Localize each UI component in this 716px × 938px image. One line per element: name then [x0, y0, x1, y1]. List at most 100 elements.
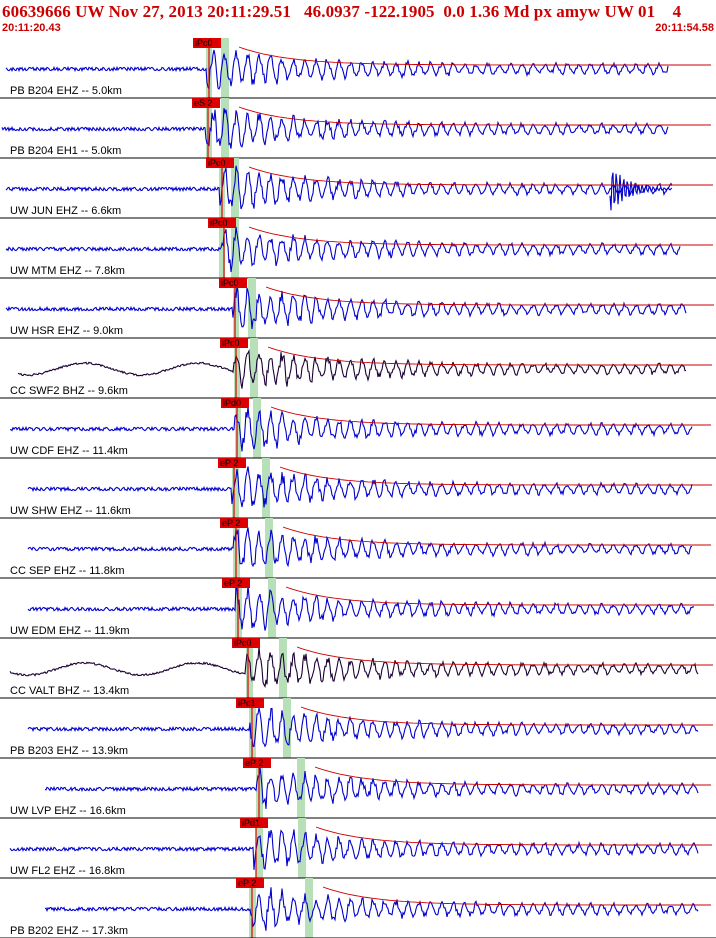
window-band	[219, 218, 225, 278]
pick-label: iPc0	[234, 638, 252, 648]
channel-label: UW LVP EHZ -- 16.6km	[10, 805, 126, 817]
channel-label: UW EDM EHZ -- 11.9km	[10, 625, 130, 637]
window-band	[246, 638, 253, 698]
channel-label: PB B202 EHZ -- 17.3km	[10, 925, 128, 937]
waveform-trace	[1, 108, 669, 149]
trace-row: iPc0 UW HSR EHZ -- 9.0km	[0, 278, 716, 339]
pick-label-box	[193, 38, 221, 48]
trace-row: eP 2 CC SEP EHZ -- 11.8km	[0, 518, 716, 579]
window-band	[265, 518, 273, 578]
pick-label-box	[221, 398, 249, 408]
waveform-trace	[44, 767, 699, 809]
pick-label: eP 2	[238, 878, 256, 888]
window-band	[231, 218, 239, 278]
trace-row: iPc0 UW JUN EHZ -- 6.6km	[0, 158, 716, 219]
coda-curve	[265, 286, 714, 306]
waveform-trace	[17, 348, 687, 389]
trace-row: iPd0 UW CDF EHZ -- 11.4km	[0, 398, 716, 459]
window-band	[248, 278, 256, 338]
pick-label-box	[240, 818, 268, 828]
trace-row: iPc0 CC SWF2 BHZ -- 9.6km	[0, 338, 716, 399]
waveform-trace	[5, 49, 669, 91]
pick-label: iPc0	[222, 338, 240, 348]
coda-curve	[270, 406, 711, 426]
late-event-burst	[609, 172, 673, 211]
coda-curve	[238, 106, 711, 126]
waveform-trace	[27, 466, 693, 508]
coda-curve	[315, 826, 712, 846]
waveform-trace	[10, 406, 693, 452]
window-band	[256, 818, 263, 878]
event-header: 60639666 UW Nov 27, 2013 20:11:29.51 46.…	[0, 0, 716, 38]
channel-label: UW MTM EHZ -- 7.8km	[10, 265, 125, 277]
channel-label: UW CDF EHZ -- 11.4km	[10, 445, 128, 457]
window-band	[231, 158, 239, 218]
pick-label: iPc0	[195, 38, 213, 48]
seismogram-panel: iPc0 PB B204 EHZ -- 5.0km eS 2 PB B204 EH1 …	[0, 38, 716, 938]
channel-label: PB B203 EHZ -- 13.9km	[10, 745, 128, 757]
coda-curve	[285, 586, 714, 606]
pick-label-box	[219, 278, 247, 288]
channel-label: PB B204 EH1 -- 5.0km	[10, 145, 121, 157]
pick-label: eP 2	[245, 758, 263, 768]
pick-label-box	[222, 578, 250, 588]
waveform-trace	[27, 585, 695, 631]
window-band	[206, 98, 212, 158]
pick-label: iPd0	[223, 398, 241, 408]
coda-curve	[238, 46, 711, 66]
waveform-trace	[5, 165, 673, 210]
window-band	[297, 758, 305, 818]
pick-label: eS 2	[194, 98, 213, 108]
coda-curve	[267, 346, 712, 366]
time-start-label: 20:11:20.43	[2, 22, 61, 34]
pick-label: eP 2	[224, 578, 242, 588]
waveform-trace	[9, 646, 699, 689]
trace-row: iPc0 UW MTM EHZ -- 7.8km	[0, 218, 716, 279]
channel-label: CC SWF2 BHZ -- 9.6km	[10, 385, 128, 397]
coda-curve	[322, 886, 711, 906]
trace-row: eP 2 PB B202 EHZ -- 17.3km	[0, 878, 716, 938]
pick-label-box	[192, 98, 220, 108]
pick-label: iPc0	[208, 158, 226, 168]
waveform-trace	[9, 829, 699, 871]
pick-label: eP 2	[222, 518, 240, 528]
channel-label: PB B204 EHZ -- 5.0km	[10, 85, 122, 97]
window-band	[283, 698, 291, 758]
pick-label-box	[236, 878, 264, 888]
pick-label-box	[208, 218, 236, 228]
channel-label: UW JUN EHZ -- 6.6km	[10, 205, 121, 217]
pick-label: iPc0	[221, 278, 239, 288]
coda-curve	[248, 166, 713, 186]
trace-row: eP 2 UW LVP EHZ -- 16.6km	[0, 758, 716, 819]
window-band	[279, 638, 287, 698]
coda-curve	[300, 706, 713, 726]
pick-label-box	[220, 338, 248, 348]
pick-label-box	[218, 458, 246, 468]
pick-label-box	[206, 158, 234, 168]
trace-row: iPc0 CC VALT BHZ -- 13.4km	[0, 638, 716, 699]
event-title: 60639666 UW Nov 27, 2013 20:11:29.51 46.…	[2, 2, 682, 21]
window-band	[305, 878, 313, 938]
trace-row: eP 2 UW EDM EHZ -- 11.9km	[0, 578, 716, 639]
trace-row: eS 2 PB B204 EH1 -- 5.0km	[0, 98, 716, 159]
trace-row: iPd1 UW FL2 EHZ -- 16.8km	[0, 818, 716, 879]
waveform-trace	[27, 527, 692, 568]
pick-label-box	[236, 698, 264, 708]
pick-label-box	[243, 758, 271, 768]
window-band	[232, 458, 239, 518]
coda-curve	[314, 766, 711, 786]
window-band	[250, 338, 258, 398]
pick-label: iPc0	[210, 218, 228, 228]
channel-label: CC VALT BHZ -- 13.4km	[10, 685, 129, 697]
window-band	[234, 338, 240, 398]
channel-label: CC SEP EHZ -- 11.8km	[10, 565, 125, 577]
trace-row: iPc1 PB B203 EHZ -- 13.9km	[0, 698, 716, 759]
pick-label: iPd1	[242, 818, 260, 828]
window-band	[221, 98, 229, 158]
pick-label-box	[232, 638, 260, 648]
channel-label: UW HSR EHZ -- 9.0km	[10, 325, 123, 337]
waveform-trace	[44, 887, 699, 931]
window-band	[235, 398, 241, 458]
pick-label: iPc1	[238, 698, 256, 708]
waveform-trace	[5, 285, 687, 329]
